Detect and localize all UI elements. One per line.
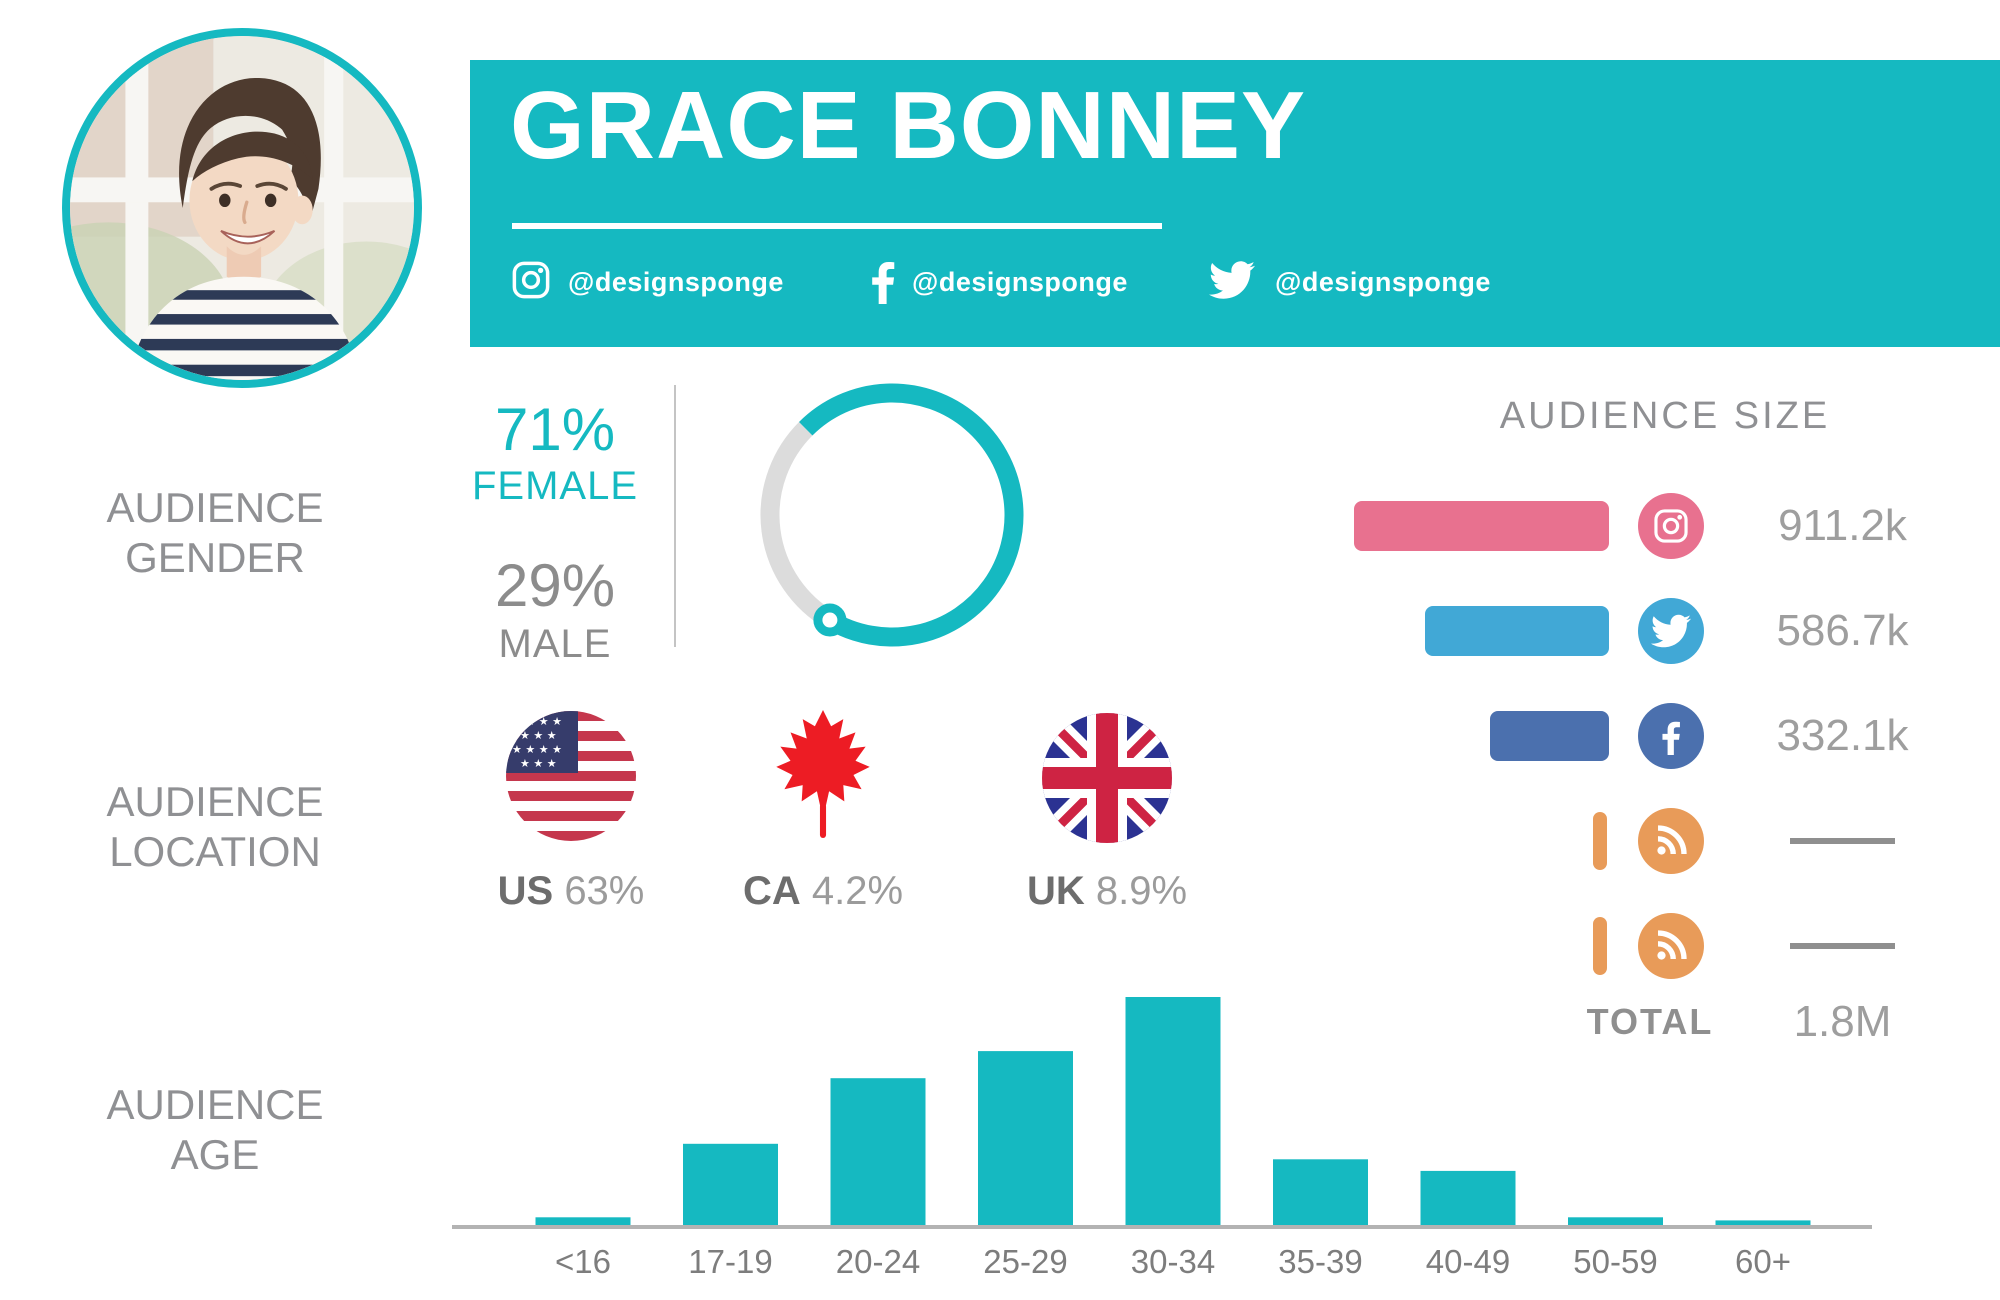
header-band: GRACE BONNEY @designsponge @designsponge	[470, 60, 2000, 347]
audience-age-label: AUDIENCE AGE	[106, 1081, 324, 1178]
age-tick-label: 17-19	[688, 1243, 772, 1280]
age-tick-label: 30-34	[1131, 1243, 1215, 1280]
header-social-twitter[interactable]: @designsponge	[1205, 254, 1491, 310]
donut-end-marker	[813, 603, 847, 637]
twitter-icon	[1205, 257, 1259, 308]
age-tick-label: 50-59	[1573, 1243, 1657, 1280]
rss-size-bar	[1593, 917, 1607, 975]
instagram-icon	[510, 259, 552, 306]
age-bar-60+	[1715, 1220, 1811, 1225]
age-bar-30-34	[1125, 997, 1221, 1225]
age-tick-label: 20-24	[836, 1243, 920, 1280]
age-tick-label: 25-29	[983, 1243, 1067, 1280]
avatar	[62, 28, 422, 388]
facebook-icon	[870, 256, 896, 309]
svg-text:★ ★ ★ ★: ★ ★ ★ ★	[512, 743, 562, 756]
rss-no-value-dash	[1790, 943, 1895, 949]
svg-text:★ ★ ★: ★ ★ ★	[520, 757, 557, 770]
gender-stats: 71% FEMALE 29% MALE	[455, 396, 655, 667]
twitter-handle[interactable]: @designsponge	[1275, 266, 1491, 297]
facebook-followers-value: 332.1k	[1776, 711, 1909, 760]
age-bar-35-39	[1273, 1159, 1368, 1225]
age-tick-label: <16	[555, 1243, 611, 1280]
rss-badge-icon	[1638, 913, 1704, 979]
rss-no-value-dash	[1790, 838, 1895, 844]
age-bar-20-24	[830, 1078, 926, 1225]
instagram-badge-icon	[1638, 493, 1704, 559]
age-chart-axis	[452, 1225, 1872, 1229]
audience-size-title: AUDIENCE SIZE	[1499, 395, 1831, 437]
twitter-size-bar	[1425, 606, 1609, 656]
uk-flag-icon	[1042, 713, 1172, 843]
canada-maple-leaf-icon	[776, 710, 870, 838]
audience-location-label: AUDIENCE LOCATION	[106, 778, 324, 875]
age-tick-label: 35-39	[1278, 1243, 1362, 1280]
title-underline	[512, 223, 1162, 229]
male-label: MALE	[498, 622, 612, 666]
svg-text:★ ★ ★ ★: ★ ★ ★ ★	[512, 715, 562, 728]
age-bar-chart: <16 17-19 20-24 25-29 30-34 35-39 40-49 50-59 60…	[452, 997, 1872, 1280]
facebook-size-bar	[1490, 711, 1609, 761]
page-title: GRACE BONNEY	[510, 72, 1307, 179]
age-tick-label: 40-49	[1426, 1243, 1510, 1280]
age-bar-25-29	[978, 1051, 1073, 1225]
female-percent: 71%	[494, 396, 616, 463]
country-us-stat: US 63%	[497, 869, 645, 913]
country-ca-stat: CA 4.2%	[742, 869, 904, 913]
rss-size-bar	[1593, 812, 1607, 870]
twitter-followers-value: 586.7k	[1776, 606, 1909, 655]
instagram-followers-value: 911.2k	[1778, 501, 1907, 550]
svg-text:★ ★ ★: ★ ★ ★	[520, 729, 557, 742]
audience-gender-label: AUDIENCE GENDER	[106, 484, 324, 581]
male-percent: 29%	[494, 552, 616, 619]
us-flag-icon: ★ ★ ★ ★ ★ ★ ★ ★ ★ ★ ★ ★ ★ ★	[506, 711, 636, 841]
rss-badge-icon	[1638, 808, 1704, 874]
total-label: TOTAL	[1586, 1001, 1714, 1042]
country-uk-stat: UK 8.9%	[1026, 869, 1188, 913]
age-bar-<16	[535, 1217, 631, 1225]
header-social-instagram[interactable]: @designsponge	[510, 254, 784, 310]
donut-female-arc	[799, 383, 1024, 647]
age-bar-40-49	[1420, 1170, 1516, 1225]
divider	[674, 385, 676, 647]
facebook-handle[interactable]: @designsponge	[912, 266, 1128, 297]
avatar-photo-illustration	[70, 36, 414, 380]
total-value: 1.8M	[1793, 997, 1892, 1046]
age-bar-50-59	[1568, 1217, 1663, 1225]
instagram-size-bar	[1354, 501, 1609, 551]
age-bar-17-19	[683, 1143, 778, 1225]
facebook-badge-icon	[1638, 703, 1704, 769]
gender-donut-chart	[760, 383, 1024, 647]
twitter-badge-icon	[1638, 598, 1704, 664]
header-social-facebook[interactable]: @designsponge	[870, 254, 1128, 310]
instagram-handle[interactable]: @designsponge	[568, 266, 784, 297]
age-tick-label: 60+	[1735, 1243, 1791, 1280]
donut-male-arc	[760, 422, 835, 629]
female-label: FEMALE	[471, 464, 639, 508]
